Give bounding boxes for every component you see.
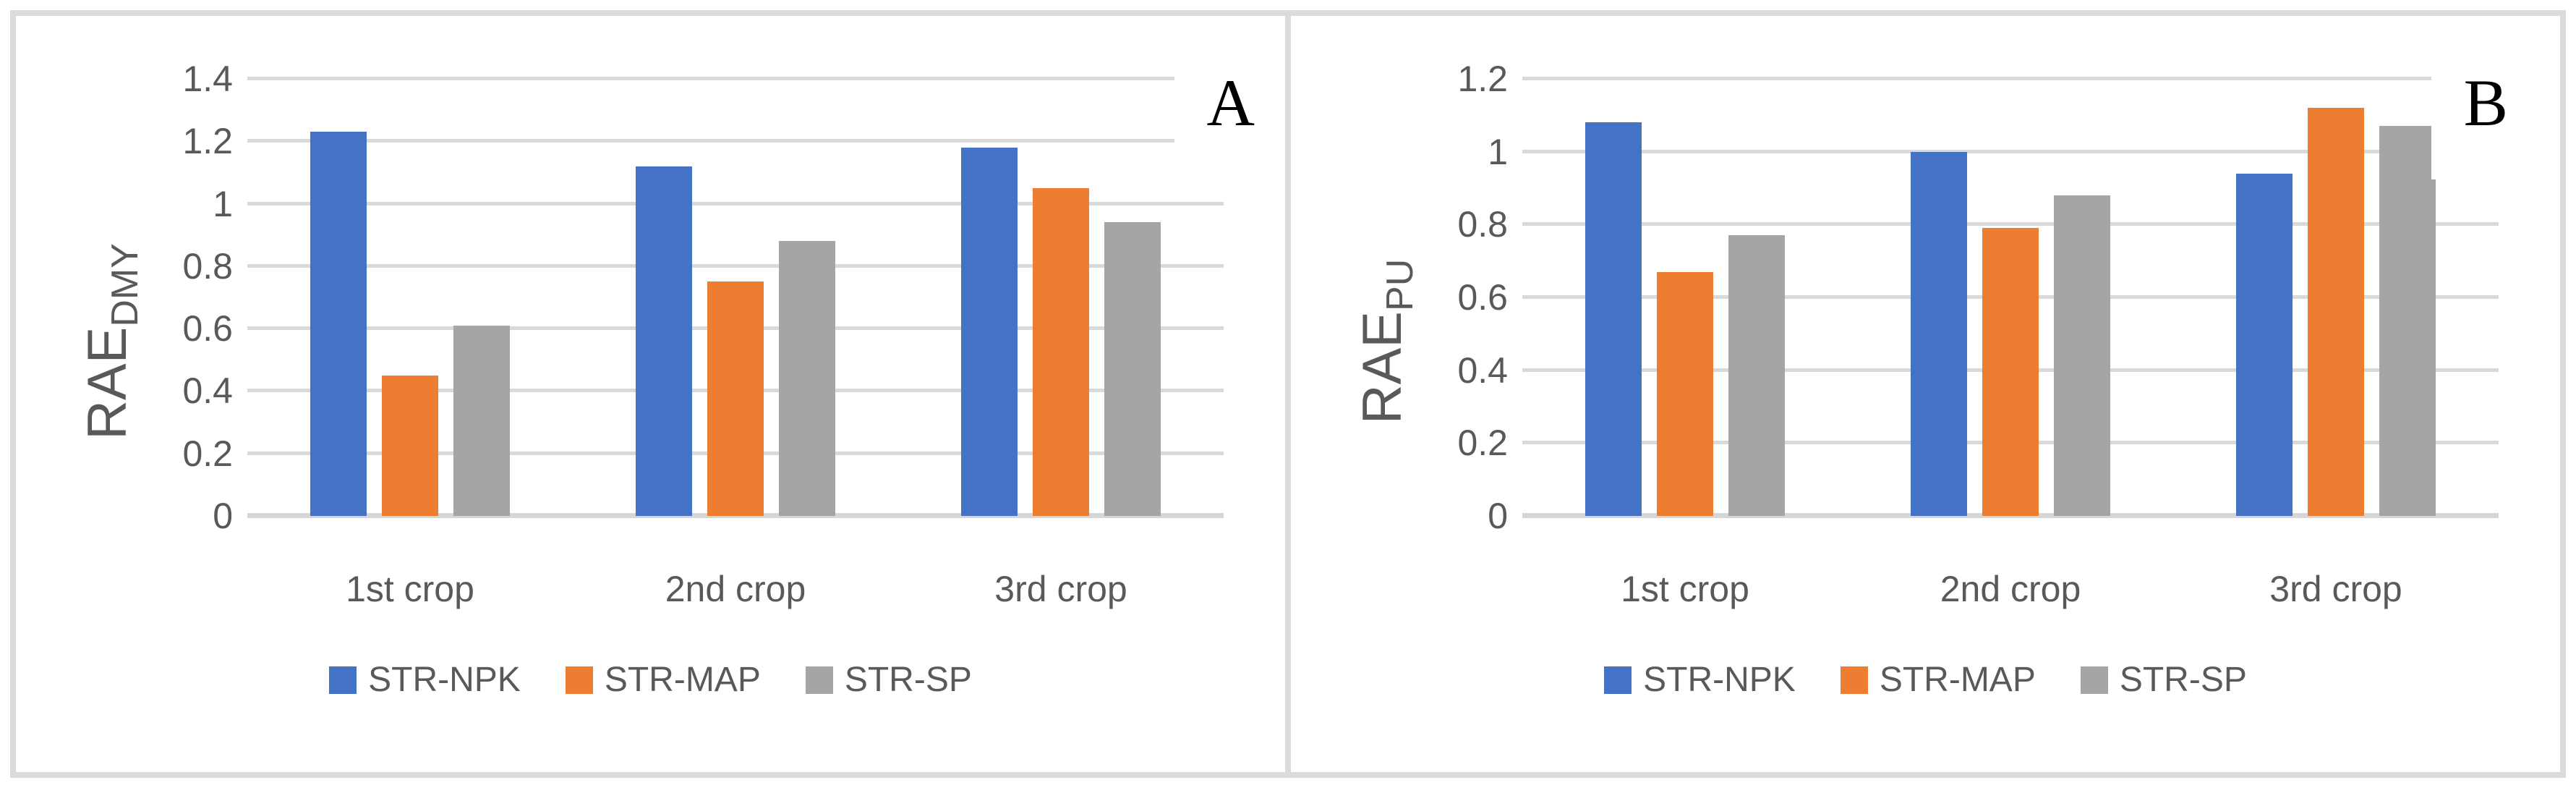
bar-group bbox=[2173, 79, 2499, 516]
bar-str-map bbox=[382, 375, 438, 516]
y-tick-label: 0.4 bbox=[182, 370, 233, 412]
legend-label: STR-SP bbox=[2119, 661, 2247, 699]
legend-item: STR-SP bbox=[2080, 660, 2247, 700]
gridline bbox=[1522, 222, 2499, 226]
bar-group bbox=[573, 79, 898, 516]
bar-groups bbox=[1522, 79, 2499, 516]
bar-str-npk bbox=[2236, 173, 2293, 516]
bar-group bbox=[1848, 79, 2173, 516]
y-axis-tick-labels: 0 0.2 0.4 0.6 0.8 1 1.2 bbox=[1291, 59, 1508, 536]
y-tick-label: 0 bbox=[1488, 496, 1508, 536]
bar-str-sp bbox=[1104, 222, 1161, 516]
y-tick-label: 0.8 bbox=[182, 245, 233, 287]
y-tick-label: 1.2 bbox=[1457, 59, 1508, 99]
legend-label: STR-NPK bbox=[368, 661, 521, 699]
legend-swatch-icon bbox=[1604, 666, 1632, 694]
y-tick-label: 0.2 bbox=[182, 433, 233, 474]
gridline bbox=[1522, 77, 2499, 80]
bar-str-sp bbox=[2379, 126, 2436, 516]
x-tick-label: 2nd crop bbox=[1940, 569, 2081, 609]
bar-group bbox=[1522, 79, 1848, 516]
gridline bbox=[247, 77, 1224, 80]
legend-item: STR-NPK bbox=[1604, 660, 1796, 700]
y-axis-title: RAEDMY bbox=[76, 243, 147, 440]
legend-swatch-icon bbox=[565, 666, 593, 694]
legend: STR-NPK STR-MAP STR-SP bbox=[1291, 660, 2560, 700]
y-tick-label: 0.6 bbox=[182, 308, 233, 349]
y-tick-label: 0.8 bbox=[1457, 204, 1508, 245]
panel-A: RAEDMY 0 0.2 0.4 0.6 0.8 1 1.2 1.4 A 1st crop 2n… bbox=[16, 16, 1285, 772]
legend: STR-NPK STR-MAP STR-SP bbox=[16, 660, 1285, 700]
bar-str-map bbox=[1033, 188, 1089, 516]
bar-str-map bbox=[1982, 228, 2039, 516]
bar-str-map bbox=[2308, 108, 2364, 516]
legend-swatch-icon bbox=[1840, 666, 1868, 694]
gridline bbox=[247, 139, 1224, 143]
legend-label: STR-NPK bbox=[1643, 661, 1796, 699]
legend-item: STR-MAP bbox=[1840, 660, 2036, 700]
bar-group bbox=[247, 79, 573, 516]
panel-divider bbox=[1285, 16, 1291, 772]
y-axis-title-subscript: DMY bbox=[104, 243, 146, 327]
panel-B: RAEPU 0 0.2 0.4 0.6 0.8 1 1.2 B 1st crop 2nd cr… bbox=[1291, 16, 2560, 772]
legend-item: STR-SP bbox=[805, 660, 972, 700]
bar-str-sp bbox=[2054, 195, 2110, 516]
y-axis-title-main: RAE bbox=[77, 326, 138, 440]
legend-label: STR-MAP bbox=[1879, 661, 2036, 699]
plot-area bbox=[247, 77, 1224, 518]
bar-str-npk bbox=[1585, 122, 1642, 516]
legend-label: STR-MAP bbox=[604, 661, 761, 699]
y-axis-tick-labels: 0 0.2 0.4 0.6 0.8 1 1.2 1.4 bbox=[16, 59, 233, 536]
bar-str-map bbox=[707, 281, 764, 516]
legend-item: STR-MAP bbox=[565, 660, 761, 700]
y-tick-label: 1.2 bbox=[182, 121, 233, 162]
panel-letter: B bbox=[2431, 62, 2518, 179]
y-tick-label: 0 bbox=[213, 496, 233, 536]
legend-swatch-icon bbox=[2080, 666, 2108, 694]
y-tick-label: 1 bbox=[1488, 131, 1508, 172]
gridline bbox=[247, 201, 1224, 206]
y-axis-title: RAEPU bbox=[1351, 259, 1422, 425]
gridline bbox=[1522, 149, 2499, 153]
y-tick-label: 1.4 bbox=[182, 59, 233, 99]
gridline bbox=[247, 263, 1224, 268]
x-tick-label: 1st crop bbox=[1621, 569, 1749, 609]
x-tick-label: 2nd crop bbox=[665, 569, 806, 609]
bar-str-sp bbox=[453, 325, 510, 516]
x-axis-labels: 1st crop 2nd crop 3rd crop bbox=[247, 568, 1224, 610]
bar-str-sp bbox=[1728, 235, 1785, 516]
plot-area bbox=[1522, 77, 2499, 518]
x-tick-label: 3rd crop bbox=[2269, 569, 2402, 609]
y-axis-title-main: RAE bbox=[1352, 310, 1413, 425]
x-axis-labels: 1st crop 2nd crop 3rd crop bbox=[1522, 568, 2499, 610]
legend-label: STR-SP bbox=[844, 661, 972, 699]
bar-str-npk bbox=[961, 147, 1018, 516]
y-tick-label: 1 bbox=[213, 183, 233, 224]
bar-str-npk bbox=[636, 166, 692, 516]
y-tick-label: 0.4 bbox=[1457, 349, 1508, 391]
y-tick-label: 0.2 bbox=[1457, 423, 1508, 464]
bar-groups bbox=[247, 79, 1224, 516]
bar-str-npk bbox=[1911, 151, 1967, 516]
legend-swatch-icon bbox=[329, 666, 357, 694]
panel-letter: A bbox=[1174, 62, 1265, 179]
bar-str-map bbox=[1657, 271, 1713, 516]
legend-swatch-icon bbox=[805, 666, 833, 694]
bar-str-sp bbox=[779, 241, 835, 516]
y-axis-title-subscript: PU bbox=[1379, 258, 1421, 311]
x-tick-label: 3rd crop bbox=[994, 569, 1127, 609]
legend-item: STR-NPK bbox=[329, 660, 521, 700]
y-tick-label: 0.6 bbox=[1457, 277, 1508, 318]
bar-group bbox=[898, 79, 1224, 516]
bar-str-npk bbox=[310, 132, 367, 516]
x-tick-label: 1st crop bbox=[346, 569, 474, 609]
